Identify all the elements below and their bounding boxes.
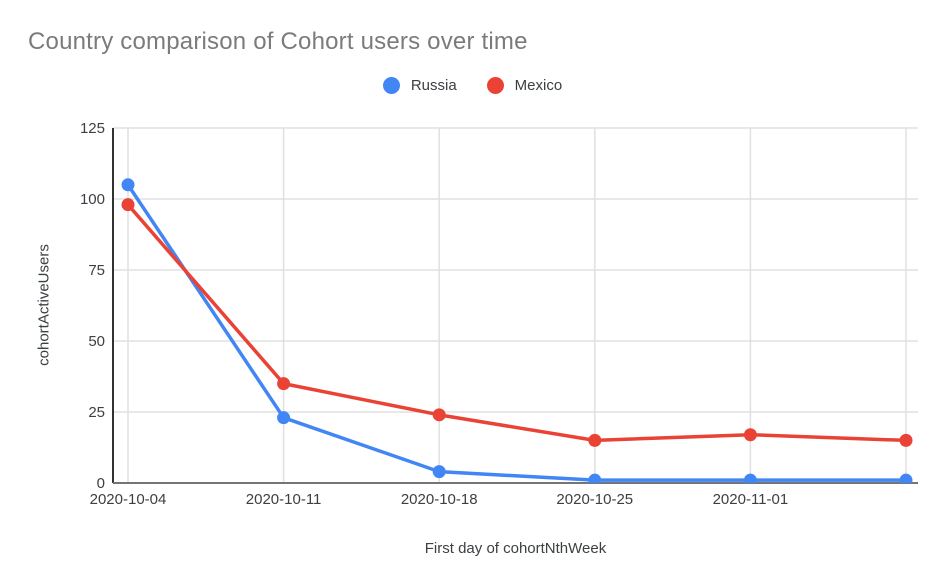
- series-group: [121, 178, 913, 487]
- data-point-mexico[interactable]: [899, 433, 913, 447]
- legend-label: Russia: [410, 77, 457, 94]
- legend-item-mexico[interactable]: Mexico: [486, 77, 563, 94]
- data-point-russia[interactable]: [432, 465, 446, 479]
- legend-dot-icon: [486, 77, 504, 94]
- data-point-mexico[interactable]: [277, 377, 291, 391]
- data-point-mexico[interactable]: [588, 433, 602, 447]
- y-tick-label: 25: [88, 404, 105, 421]
- x-tick-label: 2020-10-25: [556, 491, 633, 508]
- x-tick-label: 2020-10-11: [246, 491, 322, 508]
- y-tick-label: 125: [80, 120, 105, 137]
- series-line-mexico: [126, 202, 908, 443]
- data-point-mexico[interactable]: [743, 428, 757, 442]
- data-point-mexico[interactable]: [432, 408, 446, 422]
- data-point-mexico[interactable]: [121, 198, 135, 212]
- x-tick-label: 2020-11-01: [713, 491, 789, 508]
- y-tick-label: 50: [88, 333, 105, 350]
- data-point-russia[interactable]: [743, 473, 757, 487]
- data-point-russia[interactable]: [588, 473, 602, 487]
- y-axis-title: cohortActiveUsers: [35, 244, 53, 366]
- y-tick-label: 100: [80, 191, 105, 208]
- series-line-russia: [126, 183, 908, 482]
- chart-title: Country comparison of Cohort users over …: [28, 28, 528, 55]
- x-axis-title: First day of cohortNthWeek: [424, 540, 607, 557]
- x-tick-label: 2020-10-18: [401, 491, 478, 508]
- data-point-russia[interactable]: [277, 411, 291, 425]
- x-tick-label: 2020-10-04: [90, 491, 167, 508]
- y-tick-label: 75: [88, 262, 105, 279]
- legend-item-russia[interactable]: Russia: [382, 77, 457, 94]
- legend-dot-icon: [382, 77, 400, 94]
- legend: Russia Mexico: [0, 77, 945, 94]
- y-tick-label: 0: [97, 475, 105, 492]
- legend-label: Mexico: [514, 77, 563, 94]
- data-point-russia[interactable]: [121, 178, 135, 192]
- data-point-russia[interactable]: [899, 473, 913, 487]
